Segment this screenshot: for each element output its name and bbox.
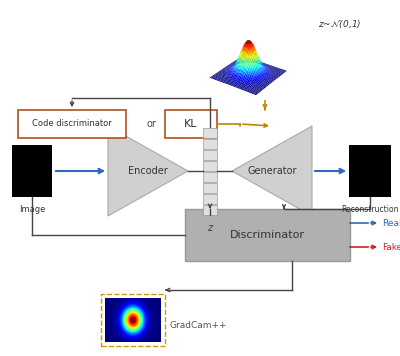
Bar — [203, 204, 217, 215]
Polygon shape — [108, 126, 188, 216]
Bar — [165, 110, 217, 138]
Text: Reconstruction: Reconstruction — [341, 205, 399, 214]
Bar — [203, 138, 217, 148]
Bar — [203, 150, 217, 159]
Bar — [18, 110, 126, 138]
Text: Image: Image — [19, 205, 45, 214]
Bar — [203, 127, 217, 137]
Text: $z$~$\mathcal{N}$(0,1): $z$~$\mathcal{N}$(0,1) — [318, 18, 361, 30]
Text: z: z — [208, 223, 212, 233]
Text: Generator: Generator — [247, 166, 297, 176]
Text: KL: KL — [184, 119, 198, 129]
Bar — [101, 294, 165, 346]
Bar — [203, 183, 217, 193]
Bar — [203, 194, 217, 204]
Bar — [203, 161, 217, 171]
Polygon shape — [232, 126, 312, 216]
Text: Fake: Fake — [382, 242, 400, 251]
Text: GradCam++: GradCam++ — [169, 320, 226, 330]
Text: Code discriminator: Code discriminator — [32, 120, 112, 129]
Text: Discriminator: Discriminator — [230, 230, 305, 240]
Text: Real: Real — [382, 219, 400, 227]
Text: or: or — [146, 119, 156, 129]
Bar — [185, 209, 350, 261]
Bar — [203, 172, 217, 182]
Text: Encoder: Encoder — [128, 166, 168, 176]
